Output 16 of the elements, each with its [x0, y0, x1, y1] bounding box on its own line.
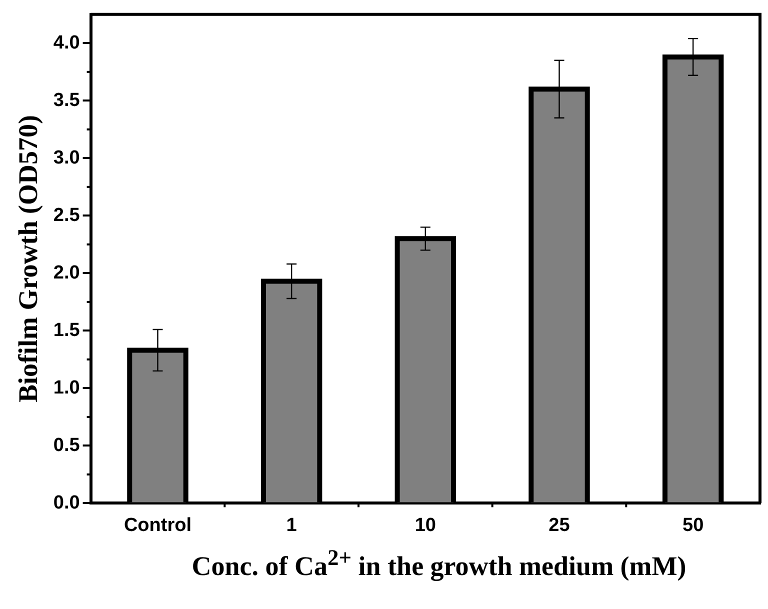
y-tick-label: 4.0 — [53, 32, 80, 54]
x-axis-title: Conc. of Ca$^{2+}$ in the growth medium (mM) — [190, 545, 688, 582]
y-tick-label: 3.0 — [53, 147, 80, 168]
y-tick-label: 2.5 — [53, 204, 80, 226]
y-tick-label: 0.0 — [53, 492, 80, 514]
y-tick-label: 3.5 — [53, 90, 80, 111]
x-tick-label: 25 — [548, 514, 570, 536]
x-tick-label: 1 — [286, 514, 298, 536]
y-tick-label: 1.0 — [53, 377, 80, 398]
x-tick-label: 50 — [682, 514, 704, 536]
y-axis-title: Biofilm Growth (OD570) — [13, 115, 44, 403]
y-tick-label: 0.5 — [53, 434, 80, 456]
y-tick-label: 1.5 — [53, 320, 80, 341]
x-tick-label: Control — [124, 514, 192, 536]
x-tick-label: 10 — [414, 514, 436, 536]
y-tick-label: 2.0 — [53, 262, 80, 284]
